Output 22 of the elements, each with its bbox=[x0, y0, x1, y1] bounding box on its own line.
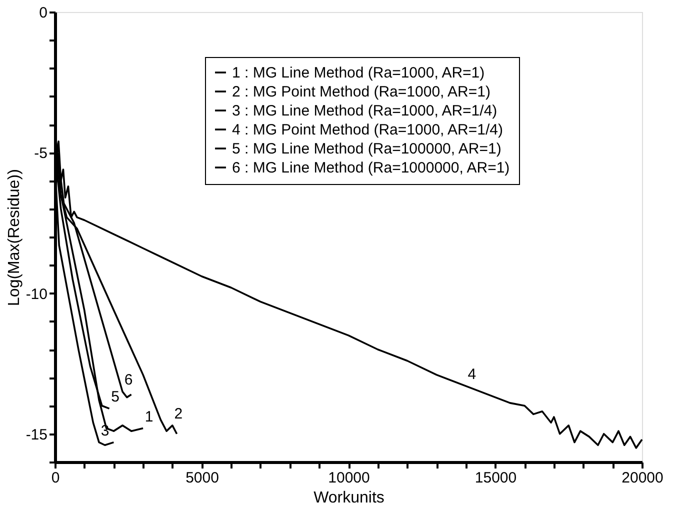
y-tick-label: -5 bbox=[34, 145, 48, 162]
annotation: 5 bbox=[111, 388, 120, 406]
y-tick-label: 0 bbox=[39, 4, 48, 22]
y-axis-title: Log(Max(Residue)) bbox=[6, 169, 23, 306]
y-tick-label: -15 bbox=[26, 426, 48, 444]
legend-label: 5 : MG Line Method (Ra=100000, AR=1) bbox=[232, 140, 502, 158]
annotation: 2 bbox=[174, 405, 183, 422]
legend-label: 3 : MG Line Method (Ra=1000, AR=1/4) bbox=[232, 102, 498, 120]
legend-label: 1 : MG Line Method (Ra=1000, AR=1) bbox=[232, 64, 485, 82]
annotation: 6 bbox=[124, 372, 133, 389]
y-tick-label: -10 bbox=[26, 286, 48, 303]
x-tick-label: 10000 bbox=[328, 470, 370, 486]
annotation: 4 bbox=[468, 366, 476, 384]
annotation: 1 bbox=[144, 408, 154, 426]
legend-label: 2 : MG Point Method (Ra=1000, AR=1) bbox=[232, 84, 490, 100]
x-axis-title: Workunits bbox=[314, 490, 384, 506]
x-tick-label: 5000 bbox=[186, 470, 219, 486]
x-tick-label: 15000 bbox=[474, 470, 517, 486]
x-tick-label: 20000 bbox=[622, 470, 664, 486]
x-tick-label: 0 bbox=[51, 470, 60, 486]
legend-label: 6 : MG Line Method (Ra=1000000, AR=1) bbox=[232, 160, 510, 176]
legend-label: 4 : MG Point Method (Ra=1000, AR=1/4) bbox=[232, 122, 503, 138]
